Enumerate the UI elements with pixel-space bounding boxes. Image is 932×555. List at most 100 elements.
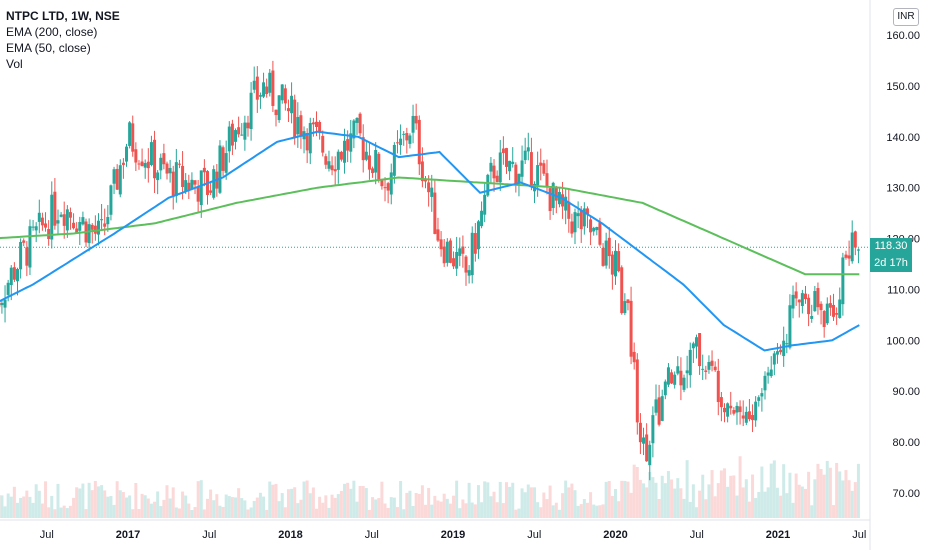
candle-body xyxy=(807,298,810,314)
candle-body xyxy=(792,295,795,309)
volume-bar xyxy=(654,483,657,518)
volume-bar xyxy=(25,491,28,518)
volume-bar xyxy=(829,468,832,518)
volume-bar xyxy=(85,509,88,518)
volume-bar xyxy=(614,489,617,518)
volume-bar xyxy=(69,506,72,518)
volume-bar xyxy=(119,490,122,518)
candle-body xyxy=(748,411,751,419)
candle-body xyxy=(695,337,698,346)
candle-body xyxy=(536,165,539,185)
volume-bar xyxy=(169,498,172,518)
volume-bar xyxy=(499,482,502,518)
volume-bar xyxy=(773,460,776,518)
candle-body xyxy=(854,231,857,247)
currency-badge[interactable]: INR xyxy=(893,8,919,26)
candle-body xyxy=(321,136,324,153)
volume-bar xyxy=(770,464,773,518)
candle-body xyxy=(119,165,122,194)
volume-bar xyxy=(141,494,144,518)
volume-bar xyxy=(41,504,44,518)
candle-body xyxy=(81,217,84,224)
candle-body xyxy=(449,240,452,262)
candle-body xyxy=(801,293,804,306)
volume-bar xyxy=(100,485,103,518)
candle-body xyxy=(19,242,22,269)
volume-bar xyxy=(810,505,813,518)
candle-body xyxy=(63,214,66,226)
volume-bar xyxy=(608,481,611,518)
candle-body xyxy=(723,408,726,412)
candle-body xyxy=(253,81,256,90)
volume-bar xyxy=(452,496,455,518)
volume-bar xyxy=(88,483,91,518)
volume-bar xyxy=(228,496,231,518)
volume-bar xyxy=(128,495,131,518)
candle-body xyxy=(141,162,144,167)
candle-body xyxy=(184,180,187,191)
ema50-legend[interactable]: EMA (50, close) xyxy=(6,40,120,56)
volume-bar xyxy=(63,506,66,518)
candle-body xyxy=(841,257,844,304)
volume-bar xyxy=(524,492,527,518)
price-tick-label: 70.00 xyxy=(892,488,920,500)
candle-body xyxy=(611,255,614,275)
ema200-legend[interactable]: EMA (200, close) xyxy=(6,24,120,40)
time-tick-label: Jul xyxy=(202,529,216,541)
candle-body xyxy=(605,241,608,266)
volume-bar xyxy=(153,502,156,518)
candle-body xyxy=(16,269,19,281)
volume-bar xyxy=(440,502,443,518)
volume-bar xyxy=(651,477,654,518)
candle-body xyxy=(832,305,835,317)
chart-legend: NTPC LTD, 1W, NSE EMA (200, close) EMA (… xyxy=(6,8,120,72)
candle-body xyxy=(172,172,175,196)
candle-body xyxy=(602,248,605,266)
candle-body xyxy=(530,152,533,186)
volume-bar xyxy=(545,499,548,518)
volume-bar xyxy=(10,497,13,518)
volume-bar xyxy=(542,493,545,518)
candle-body xyxy=(617,251,620,271)
candle-body xyxy=(97,221,100,235)
volume-bar xyxy=(243,500,246,518)
volume-bar xyxy=(162,500,165,518)
candle-body xyxy=(137,164,140,165)
volume-bar xyxy=(505,482,508,518)
candle-body xyxy=(72,223,75,228)
candle-body xyxy=(44,223,47,227)
volume-bar xyxy=(281,493,284,518)
volume-bar xyxy=(200,480,203,518)
candle-body xyxy=(418,120,421,164)
volume-bar xyxy=(717,483,720,518)
price-tick-label: 90.00 xyxy=(892,386,920,398)
symbol-title[interactable]: NTPC LTD, 1W, NSE xyxy=(6,8,120,24)
candle-body xyxy=(56,220,59,223)
candle-body xyxy=(477,221,480,249)
volume-bar xyxy=(47,507,50,518)
volume-bar xyxy=(290,489,293,518)
volume-bar xyxy=(623,481,626,518)
time-tick-label: 2021 xyxy=(766,529,790,541)
candles xyxy=(0,61,860,480)
volume-bar xyxy=(415,493,418,518)
candle-body xyxy=(402,134,405,135)
volume-bar xyxy=(739,456,742,518)
candle-body xyxy=(614,251,617,277)
volume-bar xyxy=(483,481,486,518)
volume-bar xyxy=(704,499,707,518)
volume-bar xyxy=(857,464,860,518)
candle-body xyxy=(190,180,193,189)
volume-bar xyxy=(555,503,558,518)
volume-bar xyxy=(405,493,408,518)
candle-body xyxy=(331,165,334,170)
candle-body xyxy=(53,192,56,226)
time-tick-label: 2019 xyxy=(441,529,465,541)
volume-bar xyxy=(253,501,256,518)
volume-bar xyxy=(667,471,670,518)
candle-body xyxy=(131,123,134,151)
volume-legend[interactable]: Vol xyxy=(6,56,120,72)
